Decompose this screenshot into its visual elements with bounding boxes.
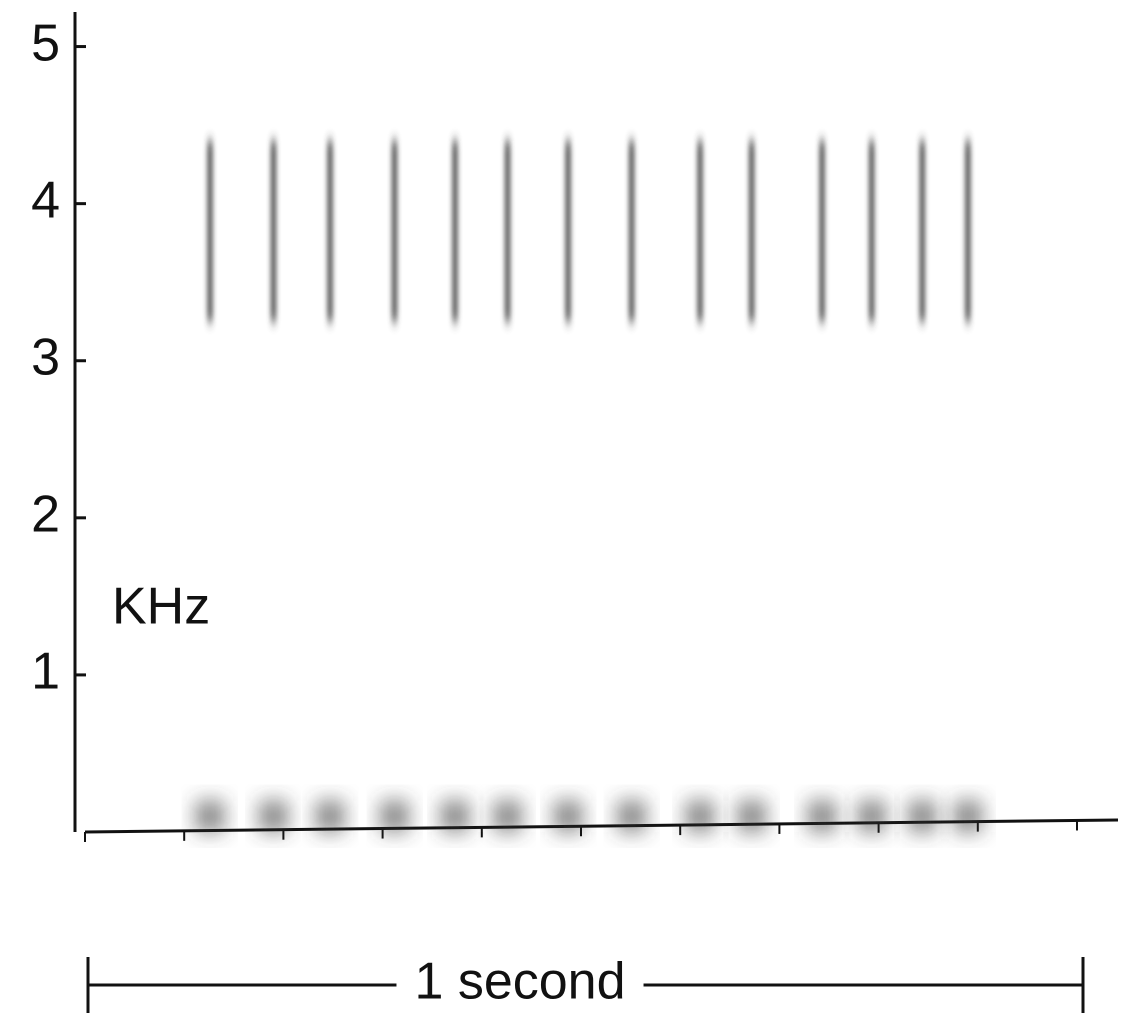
pulse — [628, 140, 635, 322]
pulse — [206, 140, 213, 322]
noise-burst — [908, 800, 937, 832]
noise-burst — [195, 800, 224, 832]
y-tick-label: 2 — [31, 486, 60, 544]
y-tick-label: 1 — [31, 643, 60, 701]
y-axis-label: KHz — [112, 578, 210, 636]
noise-burst — [953, 800, 982, 832]
pulse — [452, 140, 459, 322]
pulse — [919, 140, 926, 322]
noise-burst — [857, 800, 886, 832]
pulse — [327, 140, 334, 322]
pulse — [391, 140, 398, 322]
x-axis — [84, 818, 1119, 834]
pulse — [748, 140, 755, 322]
pulse — [819, 140, 826, 322]
y-tick-label: 5 — [31, 14, 60, 72]
scale-bar-label: 1 second — [414, 953, 625, 1011]
noise-burst — [686, 800, 715, 832]
noise-burst — [554, 800, 583, 832]
noise-burst — [316, 800, 345, 832]
pulse — [270, 140, 277, 322]
pulse — [504, 140, 511, 322]
noise-burst — [259, 800, 288, 832]
noise-burst — [441, 800, 470, 832]
y-tick-label: 4 — [31, 171, 60, 229]
noise-burst — [617, 800, 646, 832]
pulse — [868, 140, 875, 322]
noise-burst — [380, 800, 409, 832]
noise-burst — [493, 800, 522, 832]
y-tick-label: 3 — [31, 328, 60, 386]
noise-burst — [737, 800, 766, 832]
pulse — [964, 140, 971, 322]
pulse — [697, 140, 704, 322]
noise-burst — [808, 800, 837, 832]
pulse — [565, 140, 572, 322]
